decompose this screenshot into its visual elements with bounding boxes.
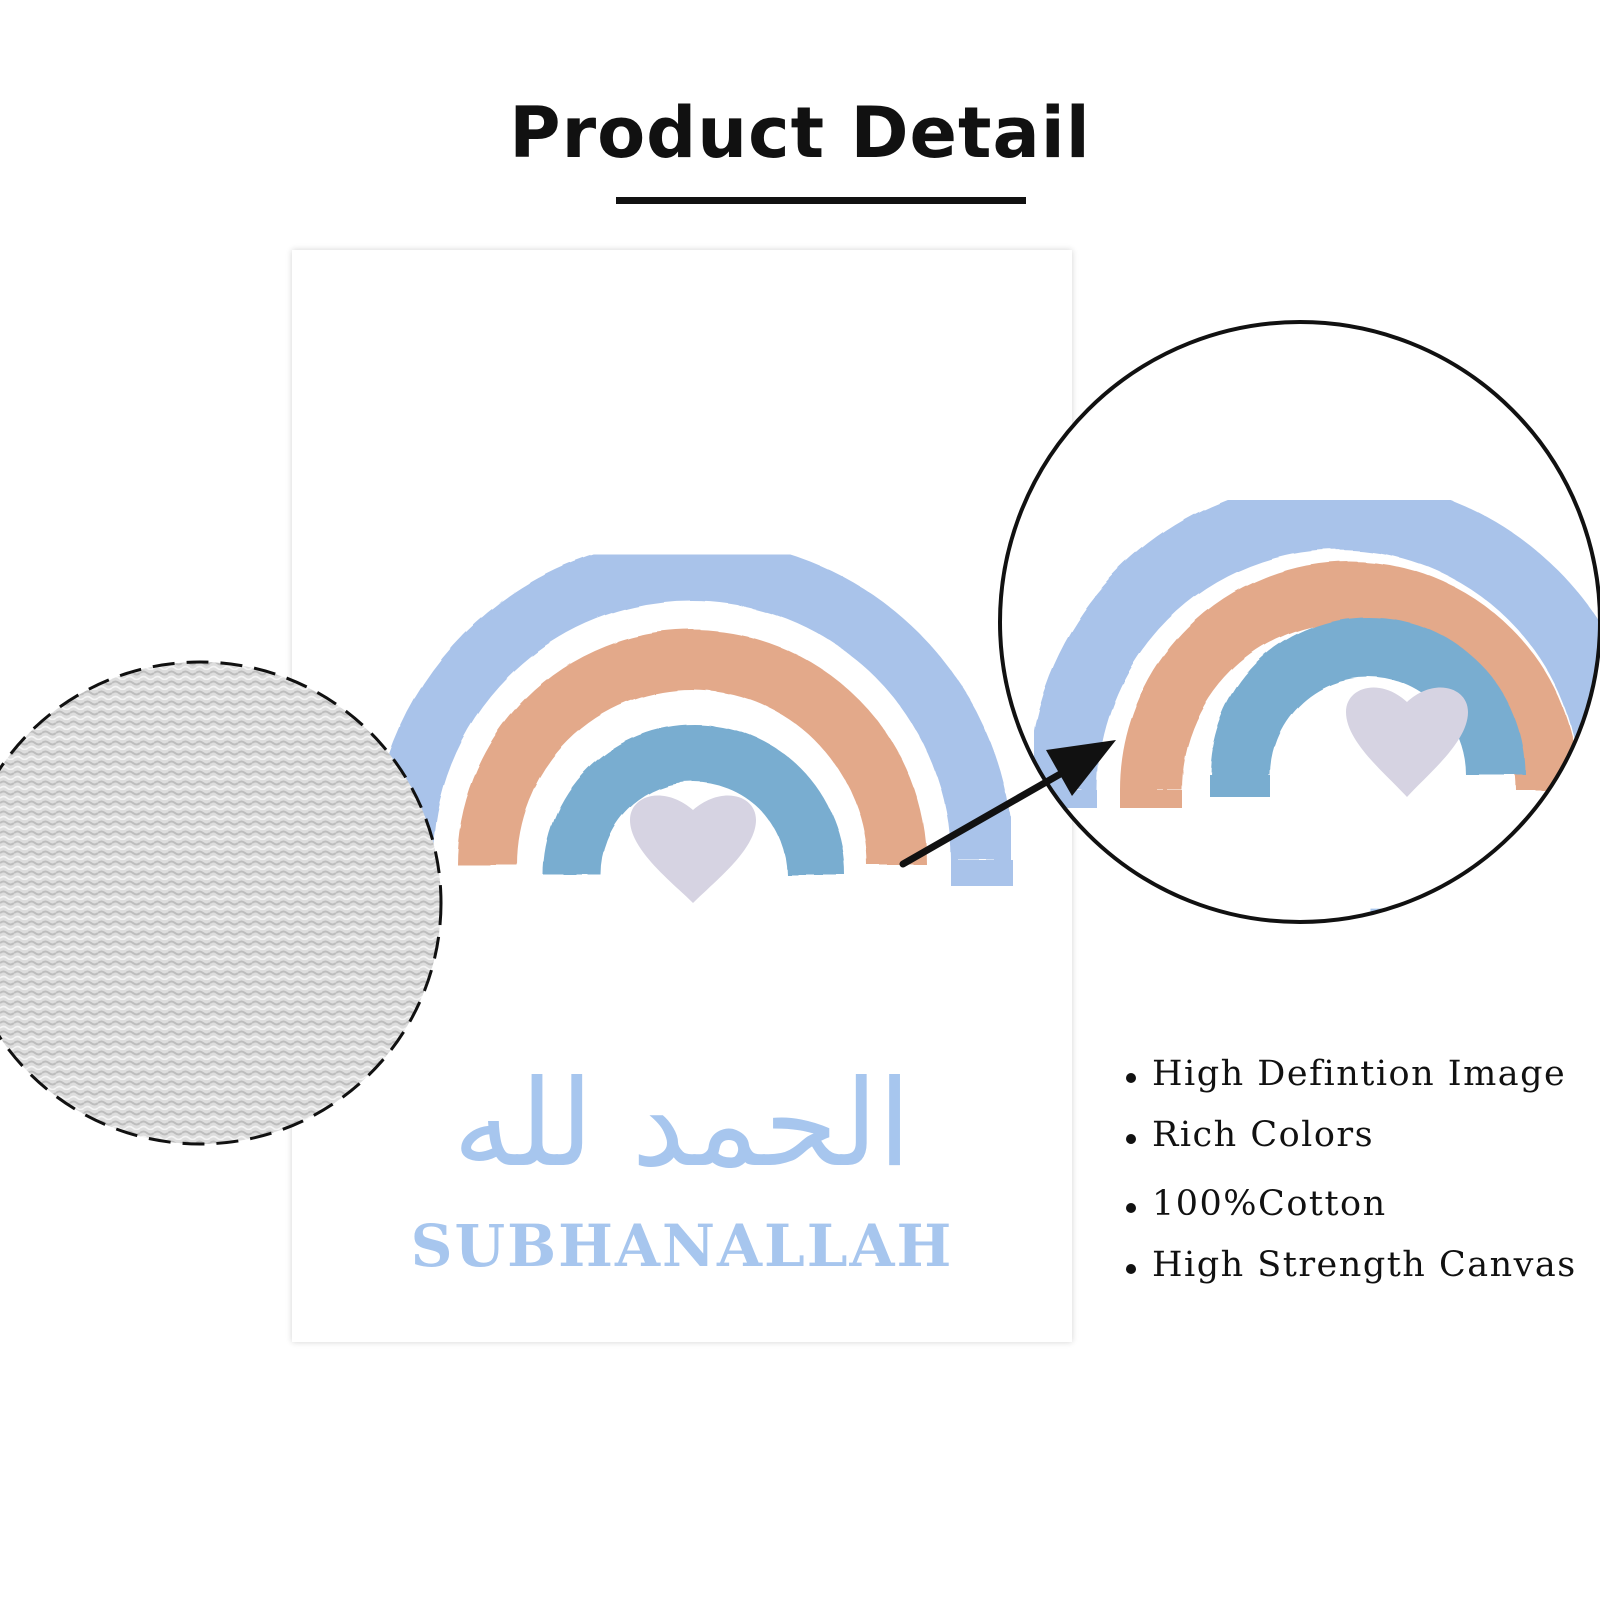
- arrow-icon: [899, 740, 1116, 868]
- feature-list: High Defintion Image Rich Colors 100%Cot…: [1122, 1057, 1577, 1309]
- feature-item: 100%Cotton: [1122, 1187, 1577, 1222]
- rainbow-outer-arc: [371, 539, 1013, 861]
- page-title: Product Detail: [509, 92, 1091, 174]
- zoom-inner-arc: [1210, 617, 1526, 776]
- poster-artwork: الحمد لله: [371, 539, 1013, 1194]
- zoom-inner-arc-leg: [1210, 775, 1270, 797]
- zoom-circle-border: [998, 320, 1600, 924]
- feature-item: High Defintion Image: [1122, 1057, 1577, 1092]
- zoomed-detail: الله: [1000, 322, 1600, 922]
- title-underline: [616, 197, 1026, 204]
- poster-label: SUBHANALLAH: [410, 1212, 954, 1280]
- feature-item: Rich Colors: [1122, 1118, 1577, 1153]
- poster-print: الحمد لله SUBHANALLAH: [292, 250, 1072, 1342]
- zoom-middle-arc-leg: [1120, 790, 1182, 808]
- heart-icon: [630, 795, 756, 903]
- outer-arc-right-leg: [951, 860, 1013, 886]
- zoom-middle-arc: [1120, 561, 1578, 791]
- feature-item: High Strength Canvas: [1122, 1248, 1577, 1283]
- rainbow-inner-arc: [543, 724, 845, 876]
- zoom-heart-icon: [1346, 687, 1468, 797]
- zoom-outer-arc: [1027, 479, 1600, 791]
- poster-arabic-calligraphy: الحمد لله: [453, 1055, 912, 1194]
- rainbow-middle-arc: [457, 630, 927, 866]
- canvas-texture-dashed-border: [0, 660, 443, 1146]
- canvas-texture-swatch: [0, 662, 441, 1144]
